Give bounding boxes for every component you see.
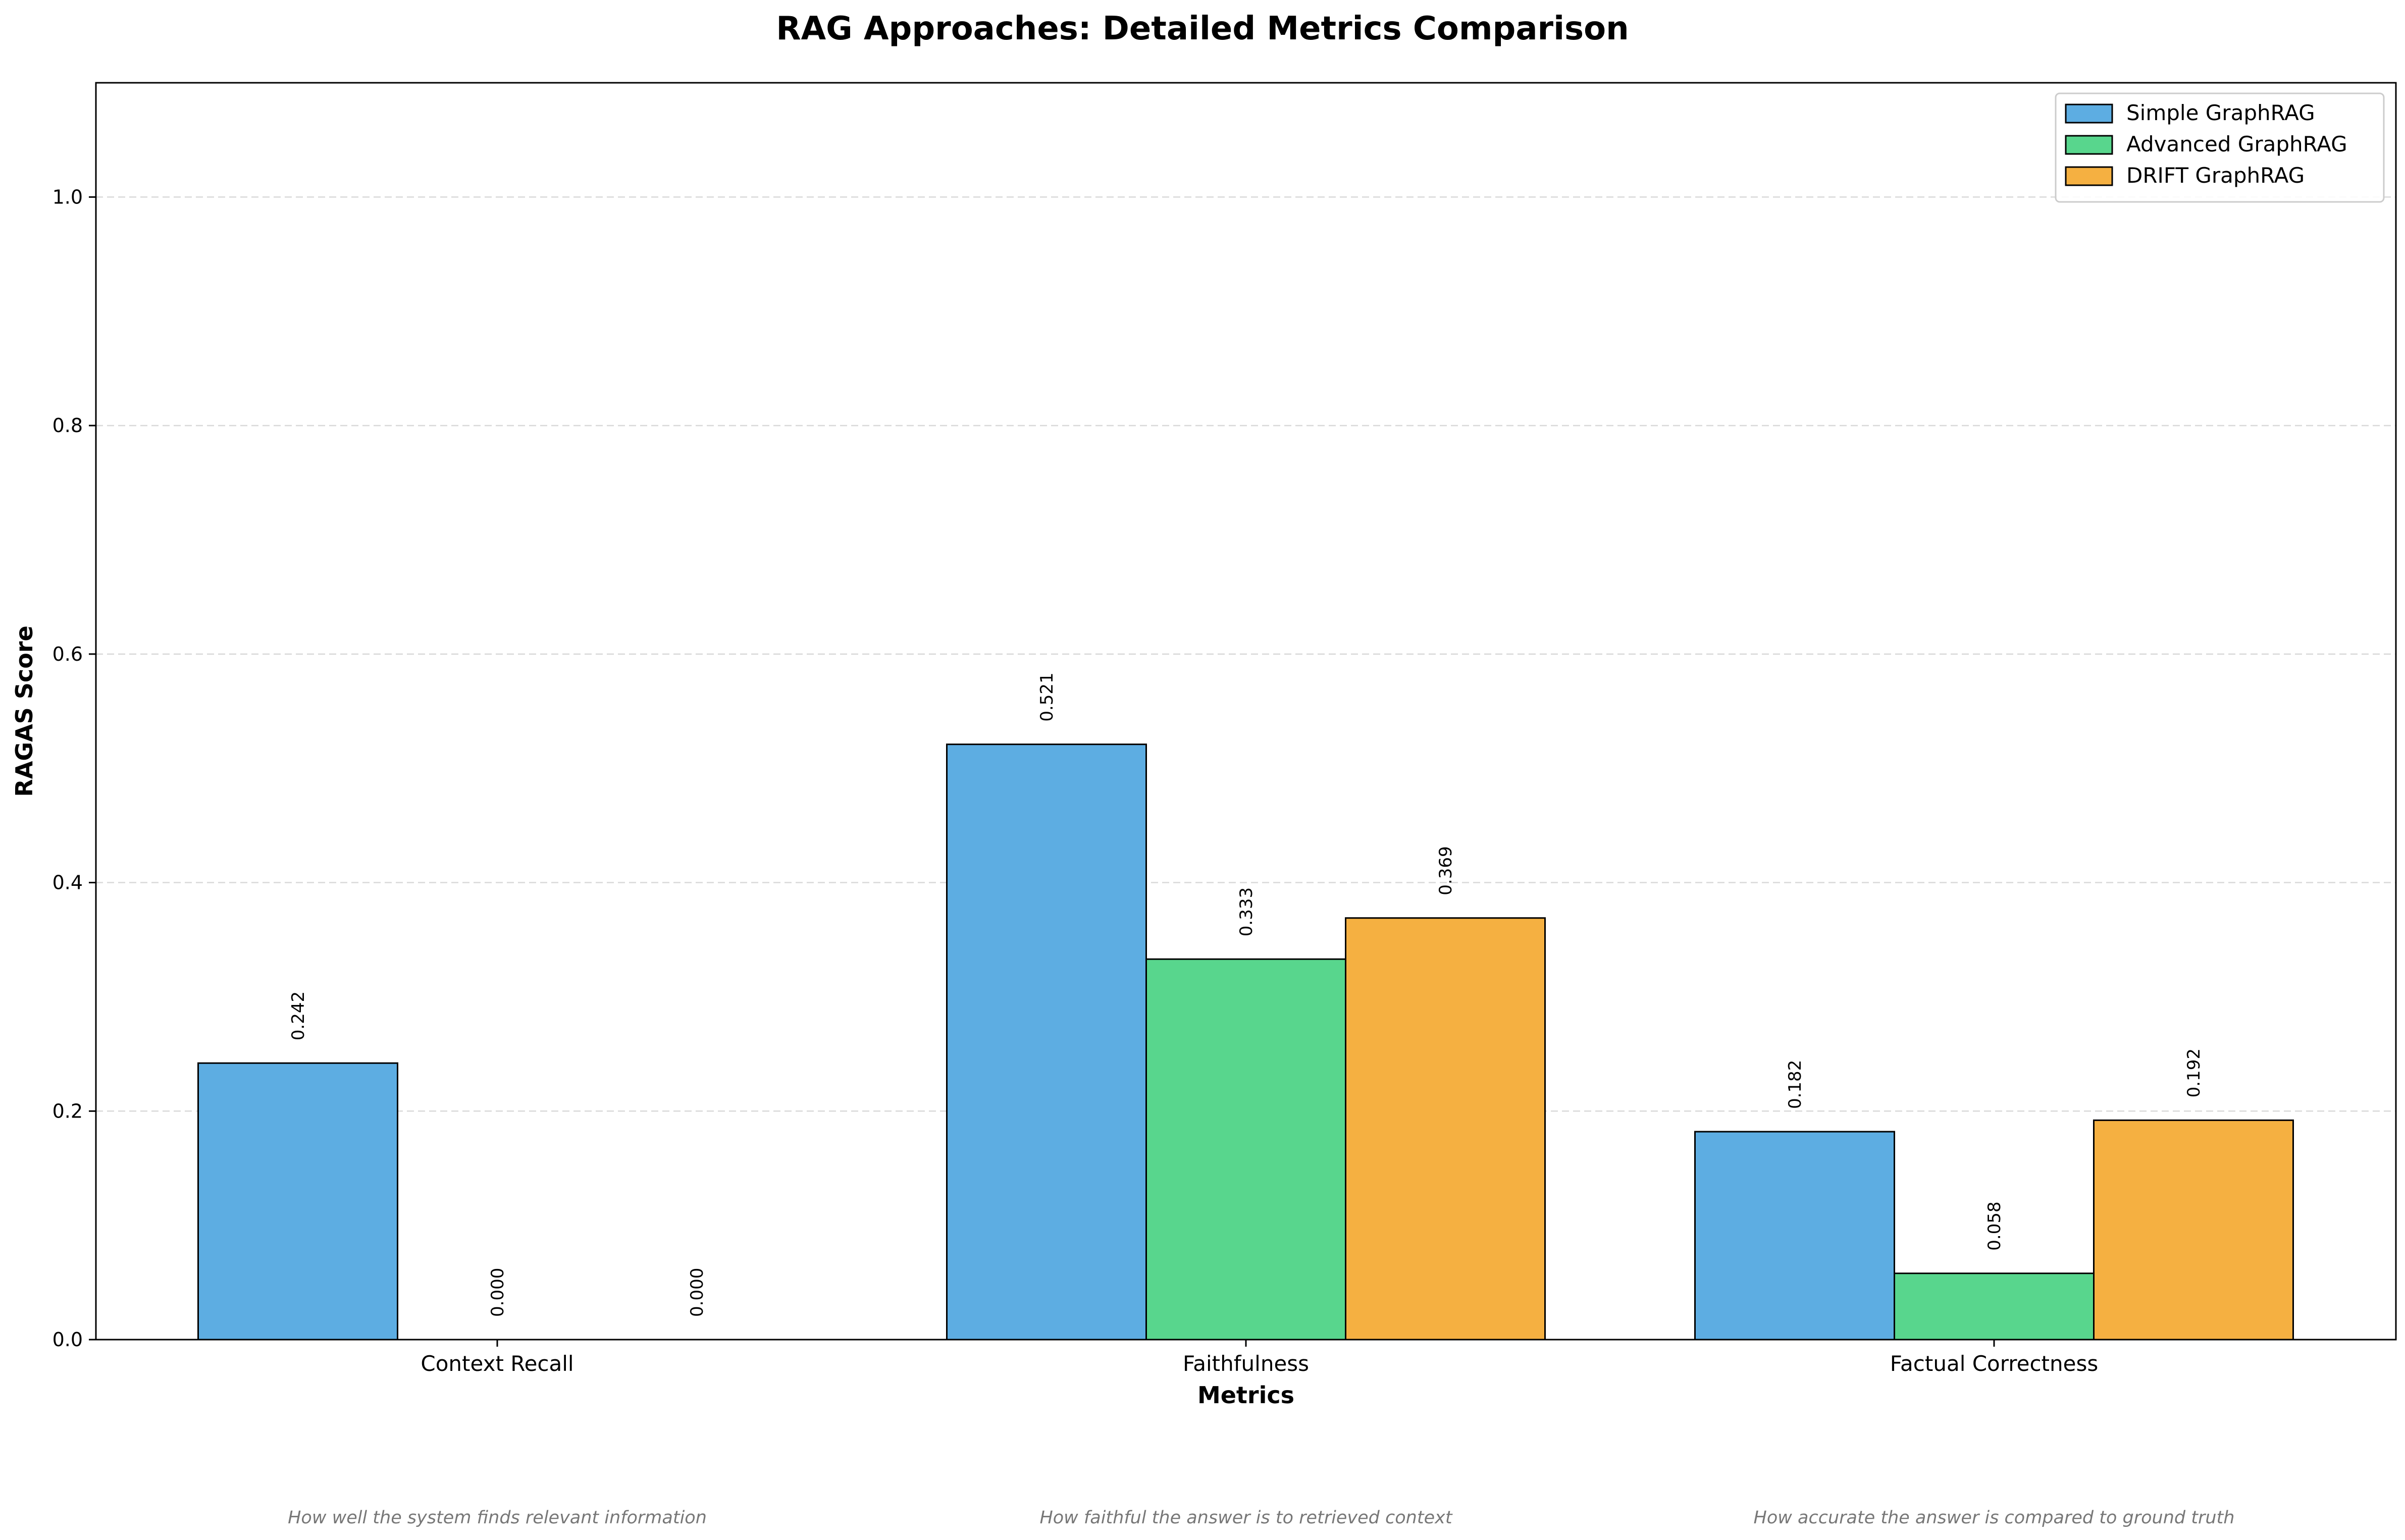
bar-value-label: 0.521 (1037, 672, 1057, 721)
category-description: How well the system finds relevant infor… (288, 1508, 707, 1528)
category-description: How accurate the answer is compared to g… (1754, 1508, 2235, 1528)
x-tick-label: Context Recall (421, 1351, 573, 1376)
legend-swatch (2065, 103, 2113, 124)
bar-value-label: 0.242 (288, 991, 308, 1040)
bars (197, 744, 2294, 1341)
y-tick-label: 0.4 (53, 872, 83, 894)
x-tick-label: Faithfulness (1183, 1351, 1309, 1376)
bar-value-labels: 0.242 0.000 0.000 0.521 0.333 0.369 0.182 0.058… (288, 672, 2204, 1317)
y-tick-label: 0.8 (53, 414, 83, 437)
chart-title: RAG Approaches: Detailed Metrics Compari… (776, 10, 1629, 47)
y-tick-label: 1.0 (53, 186, 83, 208)
category-descriptions: How well the system finds relevant infor… (288, 1508, 2234, 1528)
y-tick-label: 0.2 (53, 1100, 83, 1122)
bar-value-label: 0.192 (2184, 1048, 2204, 1097)
legend-label: Simple GraphRAG (2126, 100, 2315, 125)
category-description: How faithful the answer is to retrieved … (1039, 1508, 1452, 1528)
legend-label: Advanced GraphRAG (2126, 132, 2347, 156)
bar (1894, 1272, 2095, 1341)
bar (1145, 958, 1346, 1341)
bar-value-label: 0.000 (687, 1268, 707, 1317)
legend-swatch (2065, 135, 2113, 155)
y-tick-label: 0.6 (53, 643, 83, 665)
bar (197, 1062, 398, 1341)
x-tick-label: Factual Correctness (1890, 1351, 2099, 1376)
bar-value-label: 0.058 (1984, 1201, 2005, 1250)
legend-box (2055, 92, 2385, 203)
bar (2093, 1119, 2294, 1341)
bar-value-label: 0.333 (1236, 887, 1257, 936)
bar-value-label: 0.369 (1436, 846, 1456, 895)
bar (1345, 917, 1546, 1341)
y-axis-label: RAGAS Score (11, 625, 38, 796)
bar (946, 744, 1147, 1341)
y-axis: 0.0 0.2 0.4 0.6 0.8 1.0 (53, 186, 96, 1351)
legend-swatch (2065, 166, 2113, 186)
legend-label: DRIFT GraphRAG (2126, 163, 2305, 188)
bar-value-label: 0.182 (1785, 1060, 1805, 1109)
x-axis-label: Metrics (1197, 1382, 1294, 1409)
bar-value-label: 0.000 (488, 1268, 508, 1317)
bar (1694, 1131, 1895, 1341)
y-tick-label: 0.0 (53, 1329, 83, 1351)
grid-lines (96, 196, 2396, 1112)
x-axis: Context Recall Faithfulness Factual Correc… (421, 1340, 2098, 1376)
legend: Simple GraphRAG Advanced GraphRAG DRIFT Gr… (2055, 92, 2385, 203)
